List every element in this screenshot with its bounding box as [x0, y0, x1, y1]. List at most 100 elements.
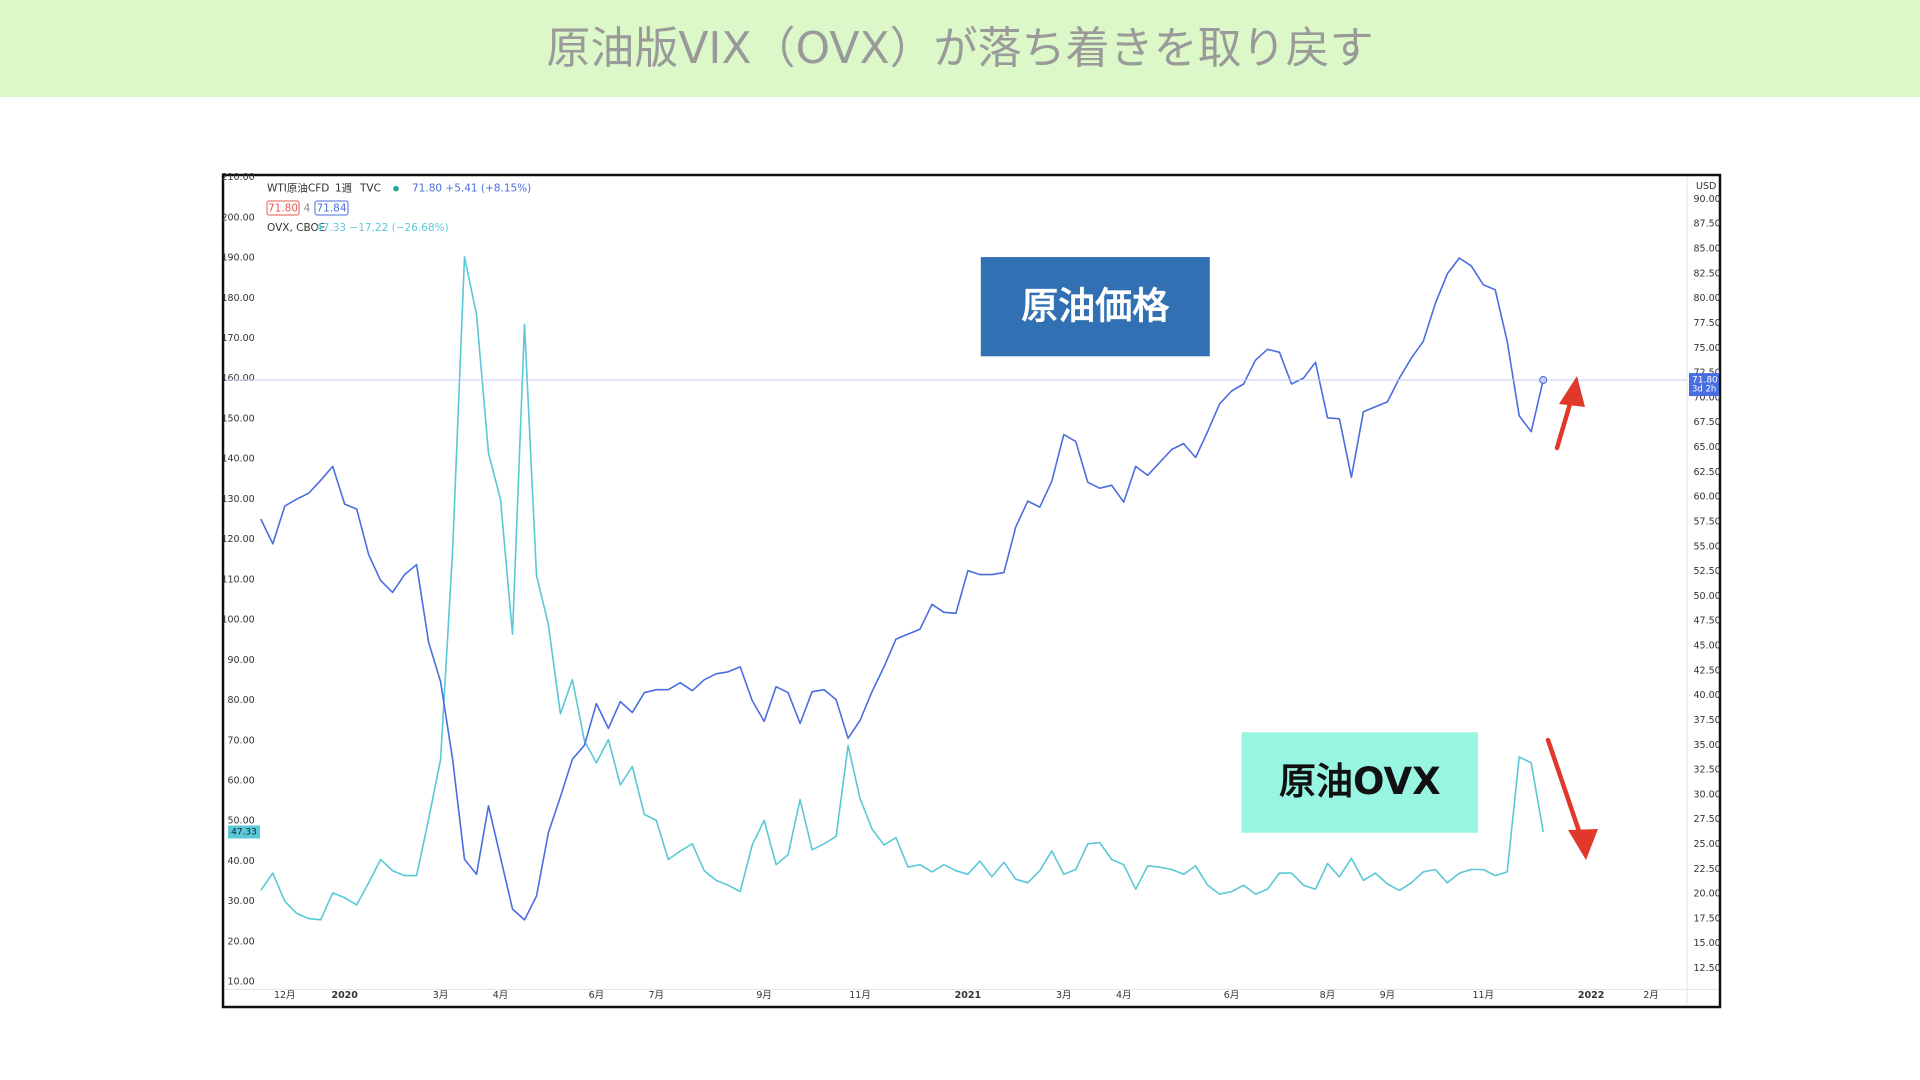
y2-tick-label: 60.00: [1694, 492, 1721, 503]
spread: 4: [304, 203, 311, 215]
y2-tick-label: 52.50: [1694, 566, 1721, 577]
y2-tick-label: 82.50: [1694, 268, 1721, 279]
y2-tick-label: 50.00: [1694, 591, 1721, 602]
y-tick-label: 120.00: [221, 534, 254, 545]
y2-tick-label: 17.50: [1694, 913, 1721, 924]
y2-tick-label: 20.00: [1694, 889, 1721, 900]
x-tick-label: 6月: [589, 990, 605, 1001]
x-tick-label: 9月: [1380, 990, 1396, 1001]
x-tick-label: 11月: [1472, 990, 1494, 1001]
legend-source: TVC: [359, 183, 381, 195]
y-tick-label: 210.00: [221, 172, 254, 183]
legend-ovx-name: OVX, CBOE: [267, 222, 325, 234]
y2-tick-label: 57.50: [1694, 516, 1721, 527]
y2-tick-label: 45.00: [1694, 641, 1721, 652]
price-tag: [1689, 373, 1719, 397]
y-tick-label: 40.00: [227, 856, 254, 867]
y2-tick-label: 55.00: [1694, 541, 1721, 552]
legend-wti-quote: 71.80 +5.41 (+8.15%): [412, 183, 531, 195]
y-tick-label: 30.00: [227, 896, 254, 907]
y-tick-label: 100.00: [221, 615, 254, 626]
last-point: [1539, 376, 1548, 385]
bid: 71.80: [268, 203, 298, 215]
y-tick-label: 50.00: [227, 816, 254, 827]
x-tick-label: 9月: [756, 990, 772, 1001]
header-band: [0, 0, 1920, 97]
x-tick-label: 2月: [1643, 990, 1659, 1001]
x-tick-label: 4月: [493, 990, 509, 1001]
x-tick-label: 8月: [1320, 990, 1336, 1001]
y2-unit: USD: [1696, 181, 1716, 192]
bid-box: [266, 200, 300, 216]
annotation-box-ovx: [1241, 732, 1478, 833]
x-tick-label: 4月: [1116, 990, 1132, 1001]
price-tag-label: 71.80: [1692, 376, 1718, 386]
y2-tick-label: 30.00: [1694, 789, 1721, 800]
annotation-box-price: [980, 257, 1210, 357]
ovx-tag: [228, 825, 260, 839]
legend-ovx-quote: 47.33 −17.22 (−26.68%): [316, 222, 449, 234]
arrow-down: [1545, 737, 1583, 837]
y-tick-label: 10.00: [227, 977, 254, 988]
y2-tick-label: 40.00: [1694, 690, 1721, 701]
arrow-up: [1554, 394, 1575, 451]
x-tick-label: 6月: [1224, 990, 1240, 1001]
plot: 10.00 20.00 30.00 40.00 50.00 60.00 70.00 80.00…: [221, 172, 1720, 1001]
y2-tick-label: 47.50: [1694, 616, 1721, 627]
y-tick-label: 80.00: [227, 695, 254, 706]
chart-frame: [221, 173, 1722, 1009]
market-status-dot: [393, 185, 399, 192]
annotation-ovx: 原油OVX: [1279, 760, 1441, 803]
x-tick-label: 11月: [849, 990, 871, 1001]
y-tick-label: 200.00: [221, 212, 254, 223]
y-tick-label: 20.00: [227, 936, 254, 947]
y-tick-label: 160.00: [221, 373, 254, 384]
page-title: 原油版VIX（OVX）が落ち着きを取り戻す: [546, 23, 1373, 74]
y2-tick-label: 22.50: [1694, 864, 1721, 875]
x-tick-label: 3月: [433, 990, 449, 1001]
y-tick-label: 110.00: [221, 574, 254, 585]
y-tick-label: 170.00: [221, 333, 254, 344]
y2-tick-label: 75.00: [1694, 343, 1721, 354]
price-countdown: 3d 2h: [1692, 385, 1716, 395]
y2-tick-label: 15.00: [1694, 938, 1721, 949]
y2-tick-label: 77.50: [1694, 318, 1721, 329]
series-line: [260, 256, 1544, 921]
y-tick-label: 180.00: [221, 293, 254, 304]
y-tick-label: 70.00: [227, 735, 254, 746]
arrow-down-head: [1568, 829, 1598, 860]
legend-wti-name: WTI原油CFD: [267, 182, 329, 195]
arrow-up-head: [1559, 376, 1585, 407]
y2-tick-label: 37.50: [1694, 715, 1721, 726]
x-tick-label: 2020: [331, 990, 358, 1001]
y-tick-label: 140.00: [221, 454, 254, 465]
y2-tick-label: 27.50: [1694, 814, 1721, 825]
y2-tick-label: 87.50: [1694, 219, 1721, 230]
x-tick-label: 3月: [1056, 990, 1072, 1001]
x-tick-label: 7月: [649, 990, 665, 1001]
y-tick-label: 90.00: [227, 655, 254, 666]
ovx-tag-label: 47.33: [231, 827, 257, 837]
y2-tick-label: 67.50: [1694, 417, 1721, 428]
y2-tick-label: 85.00: [1694, 244, 1721, 255]
x-tick-label: 2022: [1578, 990, 1604, 1001]
legend-interval: 1週: [335, 183, 353, 195]
y2-tick-label: 35.00: [1694, 740, 1721, 751]
y2-tick-label: 42.50: [1694, 665, 1721, 676]
y-tick-label: 190.00: [221, 253, 254, 264]
series-line: [260, 257, 1544, 921]
y2-tick-label: 32.50: [1694, 765, 1721, 776]
ask-box: [314, 200, 349, 216]
y2-tick-label: 90.00: [1694, 194, 1721, 205]
y2-tick-label: 65.00: [1694, 442, 1721, 453]
annotation-price: 原油価格: [1021, 285, 1170, 328]
ask: 71.84: [316, 203, 346, 215]
y2-tick-label: 80.00: [1694, 293, 1721, 304]
y-tick-label: 60.00: [227, 776, 254, 787]
y2-tick-label: 62.50: [1694, 467, 1721, 478]
y-tick-label: 130.00: [221, 494, 254, 505]
y-tick-label: 150.00: [221, 413, 254, 424]
x-tick-label: 2021: [955, 990, 981, 1001]
y2-tick-label: 70.00: [1694, 392, 1721, 403]
